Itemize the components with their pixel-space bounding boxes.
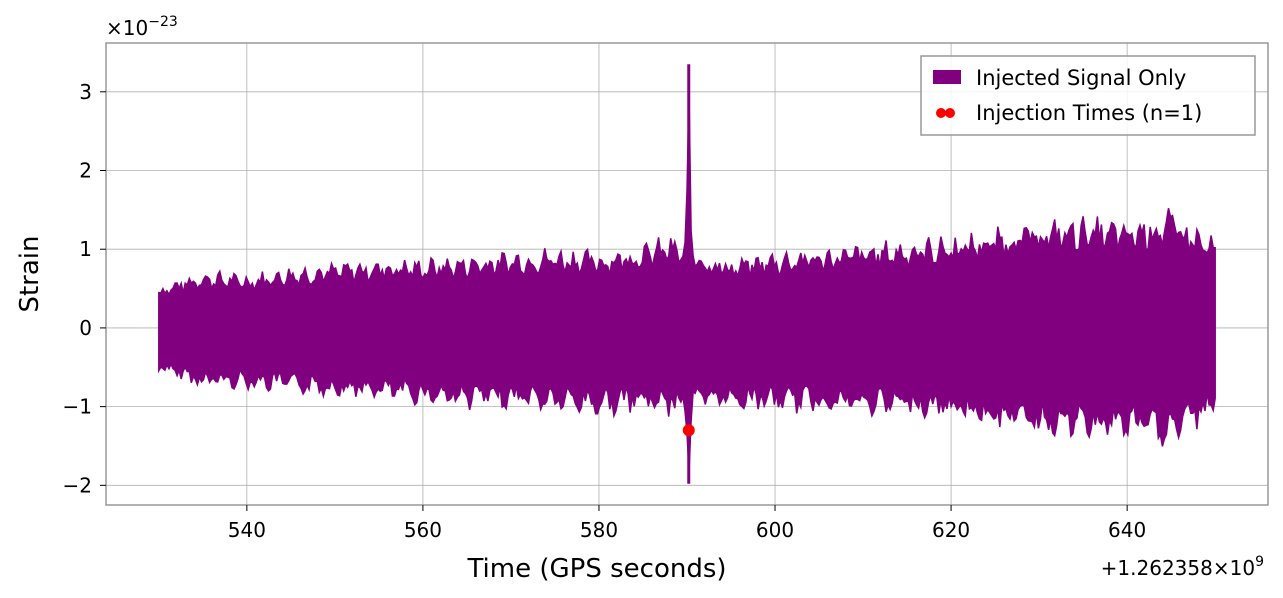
x-tick-label: 580 bbox=[580, 518, 618, 542]
y-tick-label: 3 bbox=[79, 80, 92, 104]
x-offset-exponent: 9 bbox=[1255, 554, 1264, 570]
plot-frame bbox=[105, 42, 1269, 506]
y-tick-label: 2 bbox=[79, 159, 92, 183]
x-tick-label: 560 bbox=[404, 518, 442, 542]
x-tick-label: 620 bbox=[932, 518, 970, 542]
y-axis-label: Strain bbox=[15, 235, 45, 312]
y-scale-base: ×10 bbox=[106, 16, 148, 40]
x-axis-label: Time (GPS seconds) bbox=[466, 554, 726, 584]
legend-marker-injection bbox=[945, 108, 955, 118]
x-axis-ticks: 540 560 580 600 620 640 bbox=[228, 505, 1146, 542]
y-tick-label: −2 bbox=[63, 473, 92, 497]
legend: Injected Signal Only Injection Times (n=… bbox=[920, 55, 1256, 136]
legend-entry-injection: Injection Times (n=1) bbox=[976, 101, 1202, 125]
y-tick-label: −1 bbox=[63, 395, 92, 419]
y-axis-ticks: −2 −1 0 1 2 3 bbox=[63, 80, 106, 497]
injection-point bbox=[682, 424, 695, 437]
x-offset-label: +1.262358×109 bbox=[1101, 554, 1264, 580]
y-scale-multiplier: ×10−23 bbox=[106, 14, 178, 40]
x-tick-label: 640 bbox=[1108, 518, 1146, 542]
signal-band bbox=[158, 64, 1216, 484]
x-offset-base: +1.262358×10 bbox=[1101, 556, 1255, 580]
signal-band-area bbox=[158, 91, 1216, 473]
y-scale-exponent: −23 bbox=[148, 14, 178, 30]
injection-points bbox=[682, 424, 695, 437]
y-tick-label: 1 bbox=[79, 237, 92, 261]
legend-entry-signal: Injected Signal Only bbox=[976, 66, 1186, 90]
x-tick-label: 600 bbox=[756, 518, 794, 542]
x-tick-label: 540 bbox=[228, 518, 266, 542]
y-tick-label: 0 bbox=[79, 316, 92, 340]
legend-box bbox=[920, 55, 1256, 136]
legend-swatch-signal bbox=[933, 70, 961, 84]
legend-marker-injection bbox=[936, 108, 946, 118]
